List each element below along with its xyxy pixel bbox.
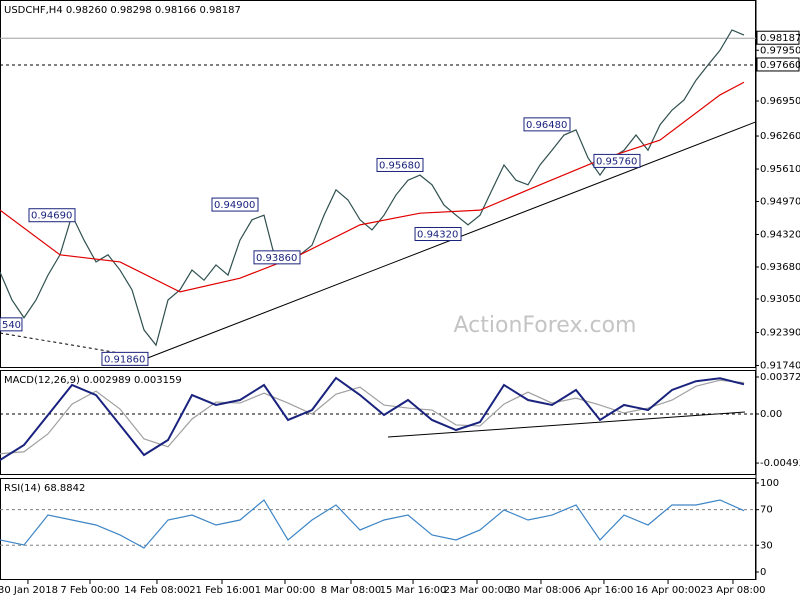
trend-line <box>387 411 745 438</box>
x-tick-label: 21 Feb 16:00 <box>189 585 255 596</box>
level-label: 0.98187 <box>760 33 800 44</box>
series-line <box>0 499 745 549</box>
panel-border <box>0 370 756 475</box>
y-tick-label: 0.91740 <box>760 360 800 371</box>
annotation-label: 0.94320 <box>417 230 458 241</box>
annotation-label: 0.96480 <box>526 120 567 131</box>
annotation-label: 0.94690 <box>31 211 72 222</box>
y-tick-label: 0.93680 <box>760 262 800 273</box>
annotation-label: 0.93860 <box>256 253 297 264</box>
x-tick-label: 16 Apr 00:00 <box>635 585 700 596</box>
panel-title: MACD(12,26,9) 0.002989 0.003159 <box>4 375 182 386</box>
x-tick-label: 7 Feb 00:00 <box>60 585 119 596</box>
annotation-box <box>101 351 149 366</box>
watermark: ActionForex.com <box>454 313 637 338</box>
x-tick-label: 23 Apr 08:00 <box>700 585 765 596</box>
x-tick-label: 14 Feb 08:00 <box>124 585 190 596</box>
y-tick-label: 70 <box>760 505 773 516</box>
x-tick-label: 6 Apr 16:00 <box>575 585 634 596</box>
x-tick-label: 30 Mar 08:00 <box>508 585 575 596</box>
y-tick-label: 0.003727 <box>760 372 800 383</box>
level-label-box <box>756 30 800 45</box>
annotation-box <box>253 250 301 265</box>
level-label-box <box>756 57 800 72</box>
annotation-label: 540 <box>2 320 21 331</box>
x-tick-label: 30 Jan 2018 <box>0 585 58 596</box>
annotation-box <box>0 317 23 332</box>
series-line <box>0 81 745 293</box>
trend-line <box>0 332 149 359</box>
y-tick-label: 100 <box>760 478 779 489</box>
annotation-box <box>523 117 571 132</box>
y-tick-label: 0.96260 <box>760 131 800 142</box>
annotation-label: 0.94900 <box>214 200 255 211</box>
y-tick-label: 0.96950 <box>760 96 800 107</box>
y-tick-label: 0.93050 <box>760 294 800 305</box>
y-tick-label: 30 <box>760 540 773 551</box>
panel-border <box>0 0 756 368</box>
series-line <box>0 376 745 461</box>
x-tick-label: 23 Mar 00:00 <box>444 585 511 596</box>
y-tick-label: 0 <box>760 567 766 578</box>
annotation-box <box>28 208 76 223</box>
annotation-box <box>593 153 641 168</box>
panel-title: USDCHF,H4 0.98260 0.98298 0.98166 0.9818… <box>4 5 241 16</box>
y-tick-label: 0.97950 <box>760 45 800 56</box>
annotation-box <box>376 157 424 172</box>
annotation-label: 0.95680 <box>379 160 420 171</box>
panel-border <box>0 478 756 580</box>
annotation-box <box>414 227 462 242</box>
level-label: 0.97660 <box>760 60 800 71</box>
x-tick-label: 15 Mar 16:00 <box>380 585 447 596</box>
annotation-box <box>211 197 259 212</box>
y-tick-label: 0.92390 <box>760 327 800 338</box>
x-tick-label: 8 Mar 08:00 <box>321 585 381 596</box>
series-line <box>0 379 745 455</box>
y-tick-label: -0.004938 <box>760 458 800 469</box>
y-tick-label: 0.95610 <box>760 164 800 175</box>
annotation-label: 0.95760 <box>596 156 637 167</box>
x-tick-label: 1 Mar 00:00 <box>255 585 315 596</box>
y-tick-label: 0.94320 <box>760 230 800 241</box>
y-tick-label: 0.00 <box>760 409 782 420</box>
annotation-label: 0.91860 <box>104 354 145 365</box>
y-tick-label: 0.94970 <box>760 197 800 208</box>
panel-title: RSI(14) 68.8842 <box>4 483 85 494</box>
